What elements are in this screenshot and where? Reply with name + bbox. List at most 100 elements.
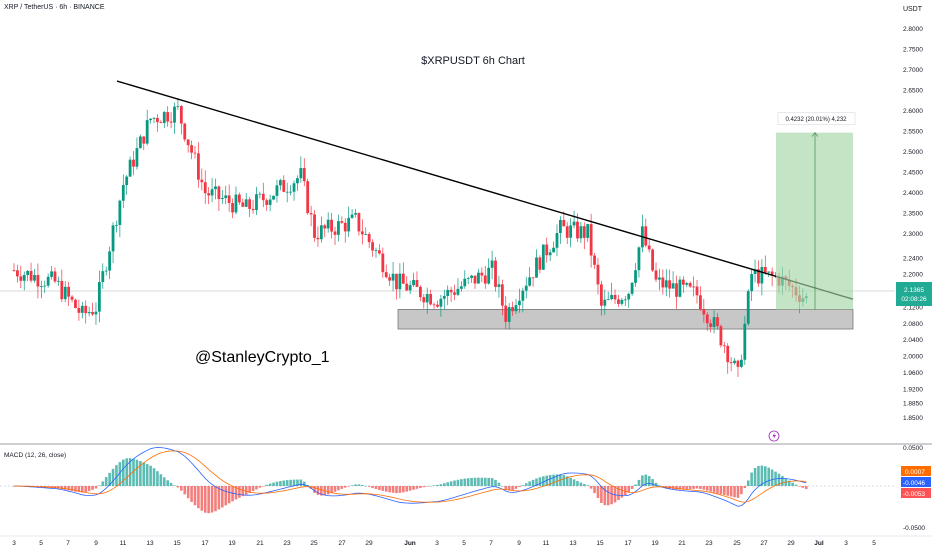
macd-hist-bar <box>705 486 709 491</box>
macd-hist-bar <box>367 486 371 487</box>
candle-body <box>145 120 149 144</box>
macd-hist-bar <box>115 465 118 486</box>
candle-body <box>739 359 743 367</box>
candle-body <box>200 179 204 183</box>
macd-hist-bar <box>296 479 299 486</box>
macd-hist-bar <box>156 471 159 486</box>
macd-hist-bar <box>381 486 385 491</box>
candle-body <box>391 273 395 281</box>
macd-signal-value: -0.0046 <box>903 480 925 487</box>
candle-body <box>620 299 624 304</box>
macd-hist-bar <box>514 486 518 489</box>
candle-body <box>654 270 658 280</box>
candlestick-series <box>12 98 808 377</box>
macd-hist-bar <box>613 486 617 503</box>
candle-body <box>432 304 436 306</box>
price-tick: 2.7000 <box>903 67 923 74</box>
macd-hist-bar <box>470 477 473 486</box>
time-tick: 19 <box>651 540 659 547</box>
candle-body <box>504 305 508 322</box>
candle-body <box>757 269 760 284</box>
candle-body <box>681 279 685 285</box>
price-tick: 2.7500 <box>903 47 923 54</box>
macd-line-value: -0.0053 <box>903 491 925 498</box>
macd-hist-bar <box>446 482 450 486</box>
candle-body <box>442 295 446 299</box>
price-tick: 2.5500 <box>903 128 923 135</box>
candle-body <box>589 224 593 256</box>
macd-hist-bar <box>610 486 613 505</box>
support-zone <box>397 309 854 330</box>
candle-body <box>473 275 477 284</box>
candle-body <box>466 277 470 279</box>
price-tick: 2.6000 <box>903 108 923 115</box>
macd-hist-bar <box>439 484 443 486</box>
macd-hist-bar <box>637 479 641 486</box>
candle-body <box>108 251 112 271</box>
candle-body <box>33 275 36 281</box>
macd-hist-bar <box>415 486 419 489</box>
watermark: @StanleyCrypto_1 <box>195 349 330 366</box>
candle-body <box>388 277 392 281</box>
descending-trendline[interactable] <box>116 80 854 300</box>
candle-body <box>378 250 381 254</box>
candle-body <box>80 305 84 313</box>
macd-hist-bar <box>627 486 630 493</box>
candle-body <box>135 148 139 167</box>
macd-label[interactable]: MACD (12, 26, close) <box>4 452 66 459</box>
candle-body <box>541 244 545 270</box>
candle-body <box>705 314 709 324</box>
candle-body <box>220 198 224 200</box>
macd-hist-bar <box>733 486 736 498</box>
candle-body <box>702 309 706 315</box>
macd-hist-bar <box>463 478 467 486</box>
candle-body <box>70 296 74 300</box>
macd-hist-bar <box>343 486 347 488</box>
macd-hist-bar <box>152 468 156 486</box>
candle-body <box>490 260 494 268</box>
time-tick: 15 <box>173 540 181 547</box>
candle-body <box>101 271 105 283</box>
candle-body <box>675 283 678 297</box>
macd-hist-bar <box>169 482 173 486</box>
macd-hist-bar <box>647 476 651 486</box>
macd-hist-bar <box>521 485 525 486</box>
macd-hist-bar <box>678 486 682 490</box>
macd-hist-bar <box>50 486 53 488</box>
price-tick: 2.6500 <box>903 88 923 95</box>
macd-hist-bar <box>326 486 330 495</box>
candle-body <box>582 226 586 238</box>
price-axis[interactable]: 2.8000 2.7500 2.7000 2.6500 2.6000 2.5500 2.50… <box>903 26 923 422</box>
macd-hist-bar <box>603 486 607 506</box>
chart-header-symbol[interactable]: XRP / TetherUS · 6h · BINANCE <box>4 4 105 11</box>
macd-hist-bar <box>316 486 320 495</box>
candle-body <box>309 213 313 215</box>
macd-hist-bar <box>777 473 781 486</box>
macd-hist-bar <box>238 486 241 498</box>
macd-hist-bar <box>330 486 333 494</box>
candle-body <box>436 304 439 307</box>
candle-body <box>265 200 269 205</box>
macd-hist-bar <box>753 468 757 486</box>
candle-body <box>664 280 668 288</box>
price-tick: 1.8500 <box>903 415 923 422</box>
candle-body <box>214 186 217 190</box>
lightning-icon[interactable] <box>768 430 780 442</box>
macd-hist-bar <box>145 464 149 486</box>
macd-hist-bar <box>149 465 152 486</box>
time-tick: 3 <box>12 540 16 547</box>
candle-body <box>511 307 514 312</box>
macd-hist-bar <box>282 480 286 486</box>
candle-body <box>603 299 607 306</box>
candle-body <box>227 195 231 204</box>
macd-hist-bar <box>675 486 678 490</box>
candle-body <box>514 305 518 312</box>
time-axis[interactable]: 3 5 7 9 11 13 15 17 19 21 23 25 27 29 Jun 3 5 7 9 11 13 15 17 1… <box>12 540 876 547</box>
macd-line-badge <box>901 488 931 498</box>
price-axis-currency[interactable]: USDT <box>902 6 922 13</box>
macd-tick-top: 0.0500 <box>903 445 923 452</box>
target-measure-box <box>776 132 853 310</box>
candle-body <box>169 121 173 123</box>
candle-body <box>439 298 443 307</box>
